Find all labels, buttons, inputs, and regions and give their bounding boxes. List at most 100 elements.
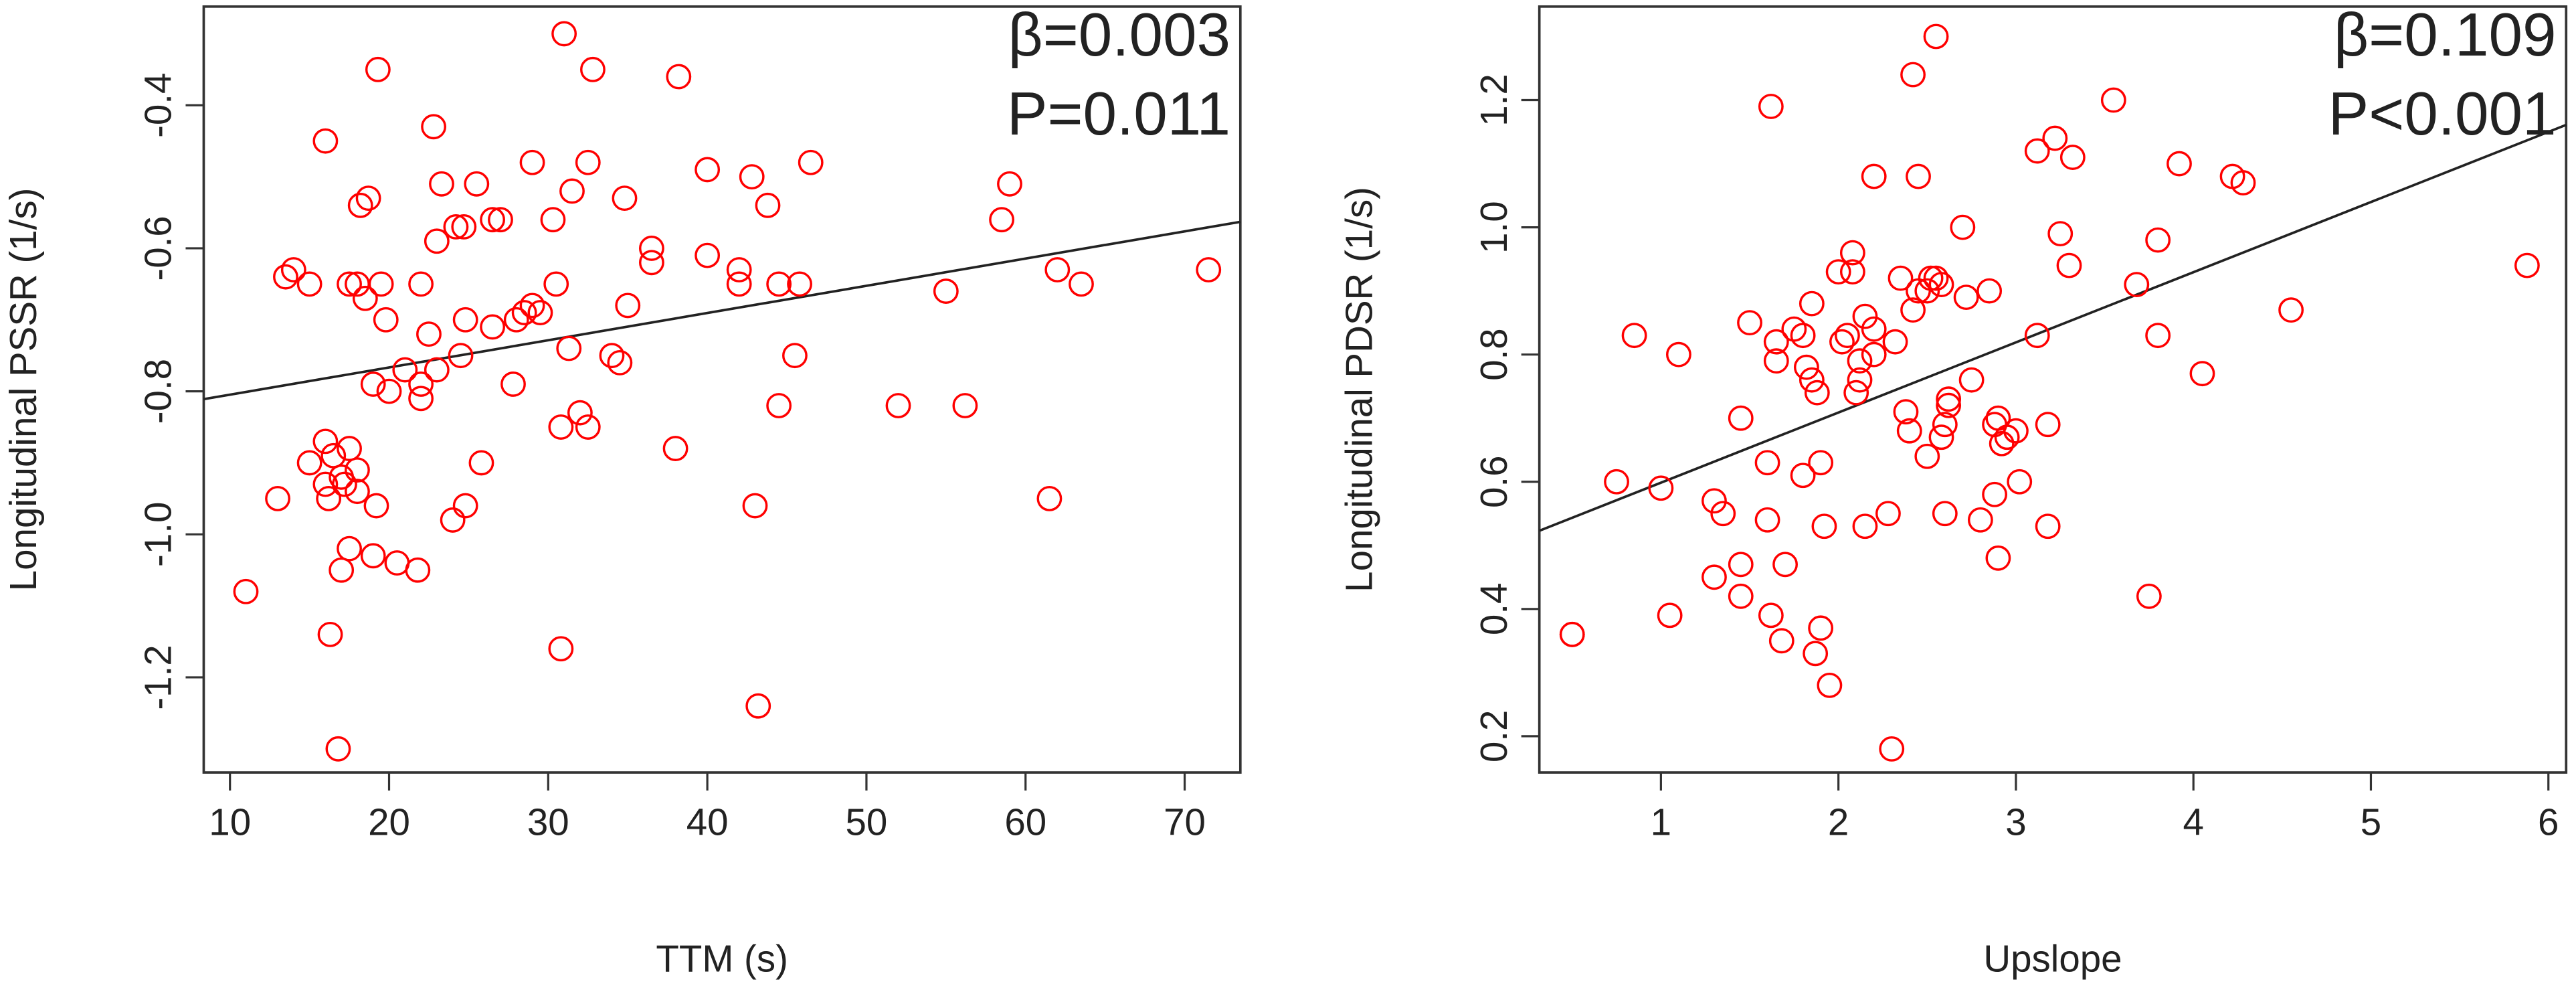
data-point — [500, 371, 526, 397]
data-point — [575, 149, 601, 175]
panel: 1 2 3 4 5 6 0.2 0.4 0.6 0.8 1.0 1.2 Upslope Longitudi… — [1338, 1, 2568, 979]
data-point — [329, 557, 355, 583]
data-point — [739, 164, 765, 190]
x-tick-label: 40 — [686, 801, 729, 843]
data-point — [2167, 151, 2192, 177]
data-point — [666, 64, 692, 90]
data-point — [1847, 348, 1873, 374]
data-point — [1893, 399, 1919, 425]
data-point — [1882, 329, 1908, 355]
data-point — [233, 578, 259, 604]
data-point — [416, 321, 442, 347]
data-point — [320, 442, 347, 469]
data-point — [548, 414, 574, 440]
data-point — [766, 271, 792, 297]
data-point — [1839, 259, 1865, 285]
data-point — [1559, 621, 1585, 647]
data-point — [1621, 323, 1647, 349]
data-point — [1069, 271, 1094, 297]
data-point — [1196, 257, 1222, 282]
data-point — [405, 557, 431, 583]
data-point — [1936, 392, 1962, 418]
data-point — [384, 550, 410, 576]
data-point — [408, 271, 434, 297]
data-point — [2124, 272, 2150, 298]
data-point — [2230, 170, 2256, 195]
data-point — [464, 171, 490, 197]
data-point — [787, 271, 812, 297]
data-point — [989, 207, 1014, 233]
data-point — [2100, 87, 2126, 113]
data-point — [1763, 348, 1789, 374]
y-tick-label: -1.0 — [137, 502, 179, 567]
x-tick-label: 1 — [1651, 801, 1671, 843]
data-point — [551, 21, 577, 47]
plot-frame — [202, 5, 1242, 774]
data-point — [638, 250, 664, 276]
data-point — [1936, 386, 1962, 412]
data-point — [1985, 545, 2011, 571]
x-tick-label: 4 — [2183, 801, 2203, 843]
x-axis-label: Upslope — [1983, 937, 2122, 979]
data-point — [1790, 323, 1816, 349]
panel: 10 20 30 40 50 60 70 -1.2 -1.0 -0.8 -0.6 -0.4 TTM (s… — [2, 1, 1242, 979]
data-point — [1852, 303, 1878, 329]
data-point — [1914, 278, 1940, 304]
data-point — [695, 157, 721, 183]
x-tick-label: 60 — [1004, 801, 1046, 843]
data-point — [638, 236, 664, 261]
x-tick-label: 2 — [1828, 801, 1849, 843]
data-point — [2145, 323, 2171, 349]
data-point — [337, 271, 362, 297]
data-point — [662, 436, 688, 461]
data-point — [1808, 615, 1834, 641]
data-point — [488, 207, 513, 233]
data-point — [443, 214, 469, 240]
data-point — [1932, 412, 1958, 438]
y-tick-label: -0.8 — [137, 359, 179, 424]
data-point — [1036, 485, 1063, 511]
data-point — [1852, 513, 1878, 540]
data-point — [312, 471, 339, 497]
data-point — [1793, 354, 1819, 380]
data-point — [519, 293, 545, 319]
y-tick-label: 0.6 — [1473, 455, 1515, 508]
y-axis-label: Longitudinal PSSR (1/s) — [2, 188, 44, 592]
data-point — [1958, 367, 1985, 393]
data-point — [429, 171, 454, 197]
data-point — [347, 192, 373, 218]
data-point — [373, 307, 399, 333]
data-point — [480, 314, 505, 340]
data-point — [337, 535, 362, 562]
data-point — [540, 207, 566, 233]
data-point — [782, 343, 808, 369]
y-tick-label: -0.6 — [137, 216, 179, 280]
data-point — [1754, 450, 1780, 476]
data-point — [1817, 672, 1843, 698]
data-point — [1928, 272, 1954, 298]
y-tick-label: 1.0 — [1473, 201, 1515, 254]
data-point — [933, 278, 959, 304]
x-tick-label: 3 — [2005, 801, 2026, 843]
data-point — [345, 479, 370, 505]
data-point — [408, 371, 434, 397]
data-point — [1847, 367, 1873, 393]
data-point — [952, 393, 978, 418]
data-point — [519, 149, 545, 175]
data-point — [607, 349, 633, 376]
x-tick-label: 50 — [846, 801, 888, 843]
data-point — [1781, 316, 1807, 342]
data-point — [1737, 310, 1762, 336]
data-point — [337, 436, 362, 461]
data-point — [503, 307, 529, 333]
data-point — [1843, 380, 1869, 406]
data-point — [1923, 23, 1949, 50]
data-point — [1728, 405, 1754, 431]
trend-line — [203, 220, 1241, 401]
y-axis-label: Longitudinal PDSR (1/s) — [1338, 187, 1380, 592]
data-point — [1790, 463, 1816, 489]
data-point — [2278, 297, 2304, 323]
data-point — [448, 343, 474, 369]
data-point — [1900, 62, 1926, 88]
